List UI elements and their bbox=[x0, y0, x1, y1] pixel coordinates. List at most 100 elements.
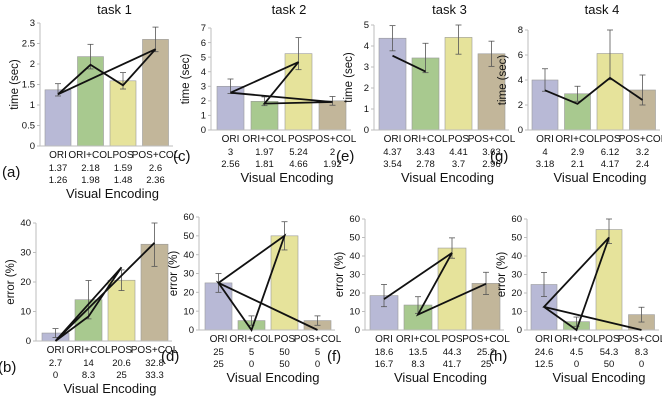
x-category-label: POS+COL bbox=[132, 150, 180, 161]
x-category-label: POS+COL bbox=[468, 134, 516, 145]
bar-pos bbox=[595, 229, 623, 331]
chart-panel-7: error (%) 0 10 20 30 40 50 60 ORI ORI+COL POS POS+C… bbox=[327, 214, 510, 385]
y-tick-label: 6 bbox=[201, 38, 206, 49]
y-tick-label: 3 bbox=[364, 62, 369, 73]
bar-ori-col bbox=[77, 56, 104, 147]
y-tick-label: 50 bbox=[511, 233, 522, 244]
y-tick-label: 60 bbox=[511, 214, 522, 225]
y-tick-label: 4 bbox=[364, 41, 369, 52]
chart-panel-3: task 3 time (sec) 0 1 2 3 4 5 ORI ORI+COL POSPOS+C… bbox=[336, 2, 516, 185]
overlay-line bbox=[230, 61, 333, 105]
panel-tag: (c) bbox=[173, 148, 191, 165]
x-category-label: ORI+COL bbox=[555, 134, 600, 145]
x-category-label: POS bbox=[288, 134, 309, 145]
x-axis-title: Visual Encoding bbox=[227, 370, 320, 385]
overlay-line bbox=[215, 233, 318, 332]
value-row-1-label: 1.97 bbox=[255, 147, 274, 158]
panel-tag: (h) bbox=[489, 348, 507, 365]
x-category-label: ORI bbox=[210, 334, 228, 345]
value-row-2-label: 0 bbox=[574, 359, 579, 370]
overlay-line bbox=[383, 252, 487, 317]
value-row-2-label: 3.18 bbox=[536, 159, 555, 170]
value-row-1-label: 3.2 bbox=[636, 147, 649, 158]
y-tick-label: 20 bbox=[183, 288, 194, 299]
y-tick-label: 0 bbox=[518, 125, 523, 136]
y-tick-label: 2.5 bbox=[22, 39, 35, 50]
y-tick-label: 20 bbox=[20, 277, 31, 288]
x-category-label: POS bbox=[111, 345, 132, 356]
y-tick-label: 40 bbox=[20, 218, 31, 229]
y-axis-label: error (%) bbox=[5, 259, 17, 305]
chart-panel-4: task 4 time (sec) 0 2 4 6 8 ORI ORI+COL POSPOS+CO… bbox=[490, 2, 662, 185]
overlay-line bbox=[54, 242, 156, 342]
y-tick-label: 8 bbox=[518, 25, 523, 36]
x-category-label: POS+COL bbox=[131, 345, 179, 356]
panel-tag: (g) bbox=[490, 148, 508, 165]
bar-ori bbox=[378, 37, 407, 131]
x-category-label: ORI bbox=[49, 150, 67, 161]
value-row-2-label: 2.96 bbox=[482, 159, 501, 170]
y-axis-label: time (sec) bbox=[9, 59, 21, 110]
panel-tag: (b) bbox=[0, 359, 16, 376]
value-row-2-label: 1.81 bbox=[255, 159, 274, 170]
value-row-2-label: 0 bbox=[315, 359, 320, 370]
y-tick-label: 0 bbox=[201, 125, 206, 136]
x-axis-title: Visual Encoding bbox=[554, 170, 647, 185]
panel-tag: (f) bbox=[327, 348, 341, 365]
value-row-2-label: 3.7 bbox=[452, 159, 465, 170]
y-tick-label: 2 bbox=[364, 83, 369, 94]
x-category-label: ORI+COL bbox=[554, 334, 599, 345]
x-category-label: POS bbox=[448, 134, 469, 145]
value-row-1-label: 5 bbox=[315, 347, 320, 358]
value-row-1-label: 50 bbox=[279, 347, 290, 358]
y-tick-label: 60 bbox=[349, 214, 360, 225]
y-tick-label: 50 bbox=[183, 231, 194, 242]
value-row-1-label: 1.59 bbox=[114, 163, 133, 174]
y-tick-label: 0 bbox=[189, 325, 194, 336]
x-category-label: POS bbox=[112, 150, 133, 161]
panel-tag: (a) bbox=[2, 164, 20, 181]
y-tick-label: 1.5 bbox=[22, 80, 35, 91]
value-row-2-label: 25 bbox=[116, 370, 127, 381]
value-row-2-label: 2.78 bbox=[416, 159, 435, 170]
x-category-label: ORI+COL bbox=[68, 150, 113, 161]
x-category-label: ORI bbox=[384, 134, 402, 145]
y-tick-label: 3 bbox=[201, 81, 206, 92]
x-axis-title: Visual Encoding bbox=[66, 186, 159, 201]
bar-pos-col bbox=[318, 100, 347, 131]
y-tick-label: 2 bbox=[30, 59, 35, 70]
value-row-1-label: 5.24 bbox=[289, 147, 308, 158]
value-row-1-label: 44.3 bbox=[443, 347, 462, 358]
value-row-2-label: 1.98 bbox=[81, 175, 100, 186]
value-row-2-label: 41.7 bbox=[443, 359, 462, 370]
overlay-line bbox=[544, 76, 644, 105]
value-row-1-label: 3.43 bbox=[416, 147, 435, 158]
panel-title: task 3 bbox=[432, 2, 467, 17]
y-tick-label: 40 bbox=[349, 251, 360, 262]
x-axis-title: Visual Encoding bbox=[553, 370, 646, 385]
y-tick-label: 6 bbox=[518, 50, 523, 61]
x-category-label: ORI bbox=[375, 334, 393, 345]
y-tick-label: 10 bbox=[20, 307, 31, 318]
value-row-2-label: 0 bbox=[53, 370, 58, 381]
y-axis-label: error (%) bbox=[168, 251, 180, 297]
value-row-1-label: 32.8 bbox=[145, 358, 164, 369]
x-category-label: POS+COL bbox=[462, 334, 510, 345]
y-axis-label: time (sec) bbox=[180, 54, 192, 105]
x-axis-title: Visual Encoding bbox=[401, 170, 494, 185]
value-row-1-label: 8.3 bbox=[635, 347, 648, 358]
value-row-1-label: 4.37 bbox=[383, 147, 402, 158]
y-tick-label: 3 bbox=[30, 18, 35, 29]
y-tick-label: 0 bbox=[517, 325, 522, 336]
value-row-1-label: 2.7 bbox=[49, 358, 62, 369]
x-axis-title: Visual Encoding bbox=[64, 381, 157, 396]
value-row-1-label: 25.2 bbox=[477, 347, 496, 358]
value-row-1-label: 2.6 bbox=[149, 163, 162, 174]
value-row-1-label: 3.63 bbox=[482, 147, 501, 158]
y-tick-label: 4 bbox=[518, 75, 523, 86]
x-category-label: POS+COL bbox=[309, 134, 357, 145]
overlay-line bbox=[542, 236, 642, 332]
y-tick-label: 30 bbox=[349, 270, 360, 281]
